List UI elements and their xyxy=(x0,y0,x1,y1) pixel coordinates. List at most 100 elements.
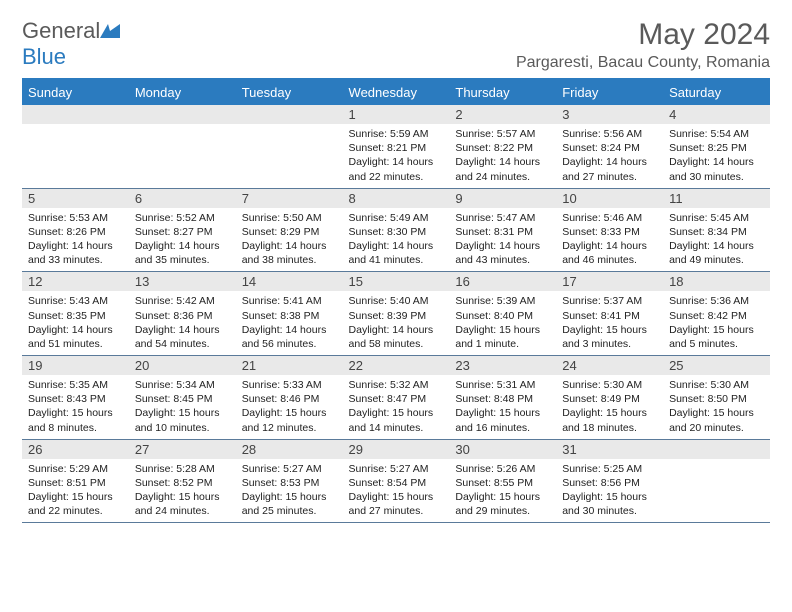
calendar-cell: 30Sunrise: 5:26 AMSunset: 8:55 PMDayligh… xyxy=(449,439,556,523)
day-number: 15 xyxy=(343,272,450,291)
sunrise-line: Sunrise: 5:29 AM xyxy=(28,462,123,476)
sunset-line: Sunset: 8:36 PM xyxy=(135,309,230,323)
calendar-week-row: 12Sunrise: 5:43 AMSunset: 8:35 PMDayligh… xyxy=(22,272,770,356)
day-details: Sunrise: 5:50 AMSunset: 8:29 PMDaylight:… xyxy=(236,208,343,272)
sunset-line: Sunset: 8:55 PM xyxy=(455,476,550,490)
calendar-week-row: 26Sunrise: 5:29 AMSunset: 8:51 PMDayligh… xyxy=(22,439,770,523)
day-details: Sunrise: 5:40 AMSunset: 8:39 PMDaylight:… xyxy=(343,291,450,355)
calendar-cell: 11Sunrise: 5:45 AMSunset: 8:34 PMDayligh… xyxy=(663,188,770,272)
day-details: Sunrise: 5:29 AMSunset: 8:51 PMDaylight:… xyxy=(22,459,129,523)
daylight-line: Daylight: 15 hours and 10 minutes. xyxy=(135,406,230,434)
day-number: 13 xyxy=(129,272,236,291)
sunset-line: Sunset: 8:26 PM xyxy=(28,225,123,239)
calendar-cell: 8Sunrise: 5:49 AMSunset: 8:30 PMDaylight… xyxy=(343,188,450,272)
day-details: Sunrise: 5:41 AMSunset: 8:38 PMDaylight:… xyxy=(236,291,343,355)
calendar-cell xyxy=(22,105,129,188)
calendar-cell: 14Sunrise: 5:41 AMSunset: 8:38 PMDayligh… xyxy=(236,272,343,356)
day-number: 21 xyxy=(236,356,343,375)
daylight-line: Daylight: 15 hours and 30 minutes. xyxy=(562,490,657,518)
day-number: 25 xyxy=(663,356,770,375)
daylight-line: Daylight: 15 hours and 20 minutes. xyxy=(669,406,764,434)
daylight-line: Daylight: 14 hours and 35 minutes. xyxy=(135,239,230,267)
daylight-line: Daylight: 14 hours and 58 minutes. xyxy=(349,323,444,351)
sunrise-line: Sunrise: 5:52 AM xyxy=(135,211,230,225)
calendar-cell: 15Sunrise: 5:40 AMSunset: 8:39 PMDayligh… xyxy=(343,272,450,356)
sunset-line: Sunset: 8:40 PM xyxy=(455,309,550,323)
calendar-cell: 28Sunrise: 5:27 AMSunset: 8:53 PMDayligh… xyxy=(236,439,343,523)
calendar-cell: 29Sunrise: 5:27 AMSunset: 8:54 PMDayligh… xyxy=(343,439,450,523)
day-details: Sunrise: 5:32 AMSunset: 8:47 PMDaylight:… xyxy=(343,375,450,439)
sunrise-line: Sunrise: 5:31 AM xyxy=(455,378,550,392)
calendar-cell: 2Sunrise: 5:57 AMSunset: 8:22 PMDaylight… xyxy=(449,105,556,188)
sunset-line: Sunset: 8:38 PM xyxy=(242,309,337,323)
sunrise-line: Sunrise: 5:39 AM xyxy=(455,294,550,308)
daylight-line: Daylight: 15 hours and 1 minute. xyxy=(455,323,550,351)
day-details: Sunrise: 5:46 AMSunset: 8:33 PMDaylight:… xyxy=(556,208,663,272)
day-details: Sunrise: 5:47 AMSunset: 8:31 PMDaylight:… xyxy=(449,208,556,272)
day-number: 18 xyxy=(663,272,770,291)
day-details: Sunrise: 5:31 AMSunset: 8:48 PMDaylight:… xyxy=(449,375,556,439)
day-number: 27 xyxy=(129,440,236,459)
daylight-line: Daylight: 15 hours and 24 minutes. xyxy=(135,490,230,518)
weekday-header: Monday xyxy=(129,79,236,105)
calendar-cell: 1Sunrise: 5:59 AMSunset: 8:21 PMDaylight… xyxy=(343,105,450,188)
day-number: 24 xyxy=(556,356,663,375)
sunrise-line: Sunrise: 5:59 AM xyxy=(349,127,444,141)
brand-logo: General Blue xyxy=(22,18,120,70)
day-details: Sunrise: 5:49 AMSunset: 8:30 PMDaylight:… xyxy=(343,208,450,272)
sunrise-line: Sunrise: 5:54 AM xyxy=(669,127,764,141)
weekday-header: Saturday xyxy=(663,79,770,105)
sunrise-line: Sunrise: 5:40 AM xyxy=(349,294,444,308)
sunrise-line: Sunrise: 5:30 AM xyxy=(562,378,657,392)
calendar-cell: 19Sunrise: 5:35 AMSunset: 8:43 PMDayligh… xyxy=(22,356,129,440)
day-details: Sunrise: 5:54 AMSunset: 8:25 PMDaylight:… xyxy=(663,124,770,188)
calendar-cell: 12Sunrise: 5:43 AMSunset: 8:35 PMDayligh… xyxy=(22,272,129,356)
sunset-line: Sunset: 8:30 PM xyxy=(349,225,444,239)
sunset-line: Sunset: 8:47 PM xyxy=(349,392,444,406)
brand-name: General Blue xyxy=(22,18,120,70)
calendar-week-row: 19Sunrise: 5:35 AMSunset: 8:43 PMDayligh… xyxy=(22,356,770,440)
sunset-line: Sunset: 8:27 PM xyxy=(135,225,230,239)
daylight-line: Daylight: 14 hours and 27 minutes. xyxy=(562,155,657,183)
day-details: Sunrise: 5:36 AMSunset: 8:42 PMDaylight:… xyxy=(663,291,770,355)
day-number: 7 xyxy=(236,189,343,208)
day-details: Sunrise: 5:34 AMSunset: 8:45 PMDaylight:… xyxy=(129,375,236,439)
day-details: Sunrise: 5:45 AMSunset: 8:34 PMDaylight:… xyxy=(663,208,770,272)
day-number: 11 xyxy=(663,189,770,208)
daylight-line: Daylight: 14 hours and 43 minutes. xyxy=(455,239,550,267)
sunrise-line: Sunrise: 5:34 AM xyxy=(135,378,230,392)
calendar-cell xyxy=(129,105,236,188)
calendar-cell: 17Sunrise: 5:37 AMSunset: 8:41 PMDayligh… xyxy=(556,272,663,356)
calendar-cell: 10Sunrise: 5:46 AMSunset: 8:33 PMDayligh… xyxy=(556,188,663,272)
sunset-line: Sunset: 8:39 PM xyxy=(349,309,444,323)
daylight-line: Daylight: 15 hours and 16 minutes. xyxy=(455,406,550,434)
calendar-cell: 25Sunrise: 5:30 AMSunset: 8:50 PMDayligh… xyxy=(663,356,770,440)
sunset-line: Sunset: 8:54 PM xyxy=(349,476,444,490)
month-title: May 2024 xyxy=(516,18,770,52)
sunrise-line: Sunrise: 5:33 AM xyxy=(242,378,337,392)
calendar-cell: 20Sunrise: 5:34 AMSunset: 8:45 PMDayligh… xyxy=(129,356,236,440)
sunrise-line: Sunrise: 5:27 AM xyxy=(242,462,337,476)
daylight-line: Daylight: 14 hours and 30 minutes. xyxy=(669,155,764,183)
sunset-line: Sunset: 8:34 PM xyxy=(669,225,764,239)
sunrise-line: Sunrise: 5:32 AM xyxy=(349,378,444,392)
calendar-cell: 4Sunrise: 5:54 AMSunset: 8:25 PMDaylight… xyxy=(663,105,770,188)
calendar-cell xyxy=(663,439,770,523)
calendar-cell: 5Sunrise: 5:53 AMSunset: 8:26 PMDaylight… xyxy=(22,188,129,272)
day-details: Sunrise: 5:30 AMSunset: 8:50 PMDaylight:… xyxy=(663,375,770,439)
brand-mark-icon xyxy=(100,24,120,38)
daylight-line: Daylight: 14 hours and 24 minutes. xyxy=(455,155,550,183)
sunset-line: Sunset: 8:35 PM xyxy=(28,309,123,323)
sunrise-line: Sunrise: 5:46 AM xyxy=(562,211,657,225)
day-number: 14 xyxy=(236,272,343,291)
day-number: 16 xyxy=(449,272,556,291)
day-details: Sunrise: 5:25 AMSunset: 8:56 PMDaylight:… xyxy=(556,459,663,523)
day-details: Sunrise: 5:37 AMSunset: 8:41 PMDaylight:… xyxy=(556,291,663,355)
sunset-line: Sunset: 8:24 PM xyxy=(562,141,657,155)
day-details: Sunrise: 5:35 AMSunset: 8:43 PMDaylight:… xyxy=(22,375,129,439)
daylight-line: Daylight: 14 hours and 41 minutes. xyxy=(349,239,444,267)
day-number: 17 xyxy=(556,272,663,291)
day-number-empty xyxy=(236,105,343,124)
day-details: Sunrise: 5:59 AMSunset: 8:21 PMDaylight:… xyxy=(343,124,450,188)
day-number: 23 xyxy=(449,356,556,375)
